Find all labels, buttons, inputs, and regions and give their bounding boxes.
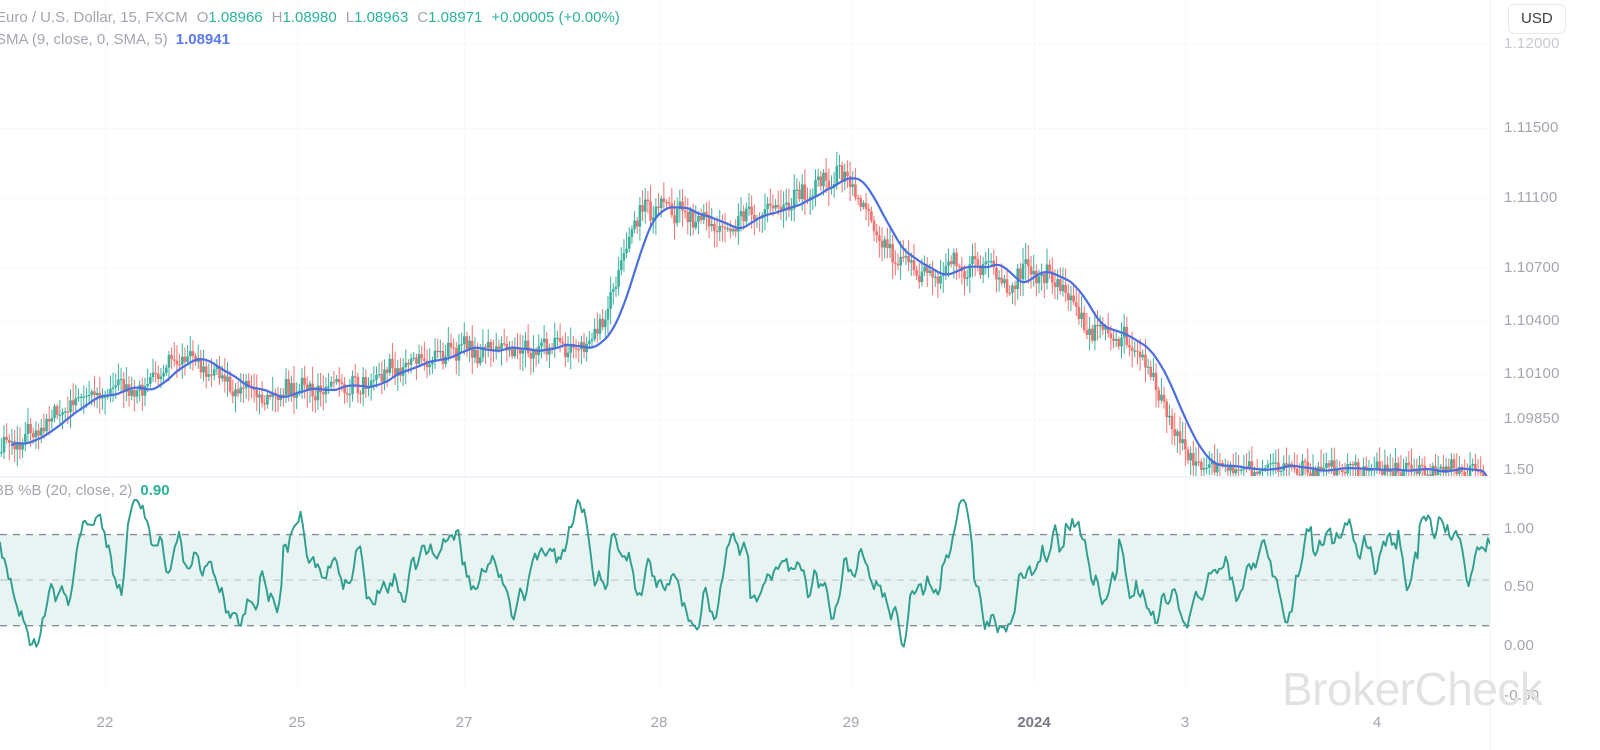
indicator-scale-label: 0.00 bbox=[1504, 637, 1534, 654]
price-pane bbox=[0, 151, 1489, 477]
grid-line-horizontal bbox=[0, 321, 1490, 322]
pane-separator bbox=[0, 476, 1600, 478]
time-label: 3 bbox=[1180, 714, 1190, 731]
time-label: 4 bbox=[1372, 714, 1382, 731]
grid-line-horizontal bbox=[0, 128, 1490, 129]
price-scale[interactable]: USD 1.12000 1.11500 1.11100 1.10700 1.10… bbox=[1490, 0, 1600, 750]
grid-line-vertical bbox=[851, 0, 852, 685]
bb-value: 0.90 bbox=[140, 482, 170, 499]
sma-legend: SMA (9, close, 0, SMA, 5) 1.08941 bbox=[0, 30, 230, 50]
time-label: 25 bbox=[288, 714, 306, 731]
time-label: 29 bbox=[842, 714, 860, 731]
price-legend: Euro / U.S. Dollar, 15, FXCM O1.08966 H1.0… bbox=[0, 8, 620, 28]
grid-line-horizontal bbox=[0, 419, 1490, 420]
time-label: 27 bbox=[455, 714, 473, 731]
sma-title: SMA (9, close, 0, SMA, 5) bbox=[0, 31, 168, 48]
bb-percent-b-series bbox=[0, 498, 1490, 648]
time-label-year: 2024 bbox=[1017, 714, 1051, 731]
price-scale-label: 1.09850 bbox=[1504, 410, 1560, 427]
price-scale-label: 1.10400 bbox=[1504, 312, 1560, 329]
ohlc-low-key: L bbox=[345, 9, 355, 26]
candlestick-series bbox=[0, 151, 1489, 477]
ohlc-close-value: 1.08971 bbox=[428, 9, 483, 26]
grid-line-vertical bbox=[1377, 0, 1378, 685]
price-scale-label: 1.11500 bbox=[1504, 119, 1559, 136]
sma-line bbox=[10, 177, 1489, 477]
ohlc-close-key: C bbox=[417, 9, 429, 26]
price-scale-label: 1.10100 bbox=[1504, 365, 1560, 382]
ohlc-open-key: O bbox=[196, 9, 209, 26]
price-change: +0.00005 (+0.00%) bbox=[491, 9, 620, 26]
bb-title: BB %B (20, close, 2) bbox=[0, 482, 133, 499]
grid-line-vertical bbox=[297, 0, 298, 685]
symbol-title: Euro / U.S. Dollar, 15, FXCM bbox=[0, 9, 188, 26]
ohlc-open-value: 1.08966 bbox=[208, 9, 263, 26]
indicator-scale-label: 1.50 bbox=[1504, 461, 1534, 478]
currency-badge[interactable]: USD bbox=[1508, 4, 1566, 34]
indicator-scale-label: 1.00 bbox=[1504, 520, 1534, 537]
ohlc-high-key: H bbox=[271, 9, 283, 26]
grid-line-horizontal bbox=[0, 374, 1490, 375]
time-label: 22 bbox=[96, 714, 114, 731]
ohlc-high-value: 1.08980 bbox=[282, 9, 337, 26]
sma-value: 1.08941 bbox=[175, 31, 230, 48]
grid-line-vertical bbox=[1185, 0, 1186, 685]
grid-line-horizontal bbox=[0, 268, 1490, 269]
grid-line-vertical bbox=[105, 0, 106, 685]
price-scale-divider bbox=[1490, 0, 1491, 750]
bb-percent-b-pane bbox=[0, 478, 1490, 685]
price-scale-label: 1.12000 bbox=[1504, 35, 1560, 52]
grid-line-vertical bbox=[659, 0, 660, 685]
indicator-scale-label: -0.50 bbox=[1504, 687, 1540, 704]
ohlc-low-value: 1.08963 bbox=[354, 9, 409, 26]
plot-area[interactable] bbox=[0, 0, 1490, 750]
bb-percent-b-legend: BB %B (20, close, 2) 0.90 bbox=[0, 481, 170, 501]
price-scale-label: 1.10700 bbox=[1504, 259, 1560, 276]
indicator-scale-label: 0.50 bbox=[1504, 578, 1534, 595]
bb-percent-b-line bbox=[0, 498, 1490, 648]
grid-line-horizontal bbox=[0, 198, 1490, 199]
price-scale-label: 1.11100 bbox=[1504, 189, 1558, 206]
time-label: 28 bbox=[650, 714, 668, 731]
grid-line-horizontal bbox=[0, 44, 1490, 45]
grid-line-vertical bbox=[1034, 0, 1035, 685]
time-scale[interactable]: 22 25 27 28 29 2024 3 4 bbox=[0, 686, 1490, 750]
